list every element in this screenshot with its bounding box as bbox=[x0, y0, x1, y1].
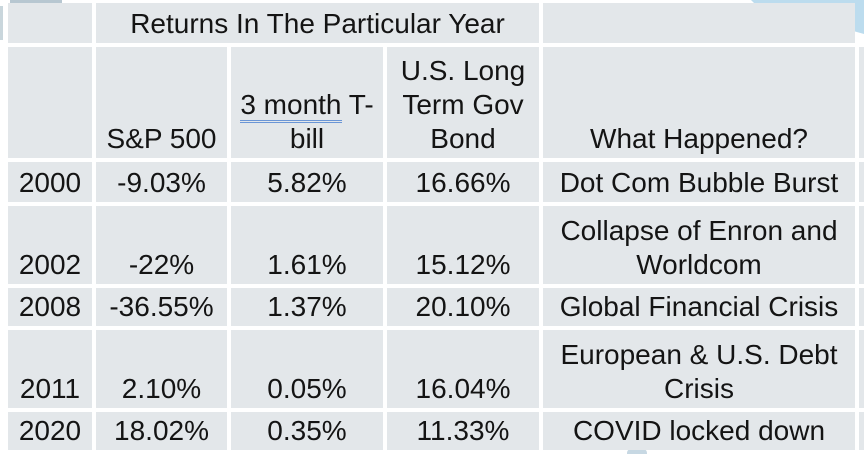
cell-tbill: 0.35% bbox=[231, 412, 383, 450]
cell-event: COVID locked down bbox=[543, 412, 855, 450]
cell-cutoff bbox=[859, 206, 864, 284]
cell-sp500: -9.03% bbox=[96, 162, 227, 202]
header-tbill: 3 month T-bill bbox=[231, 47, 383, 158]
cell-sp500: -22% bbox=[96, 206, 227, 284]
cell-blank-top-right bbox=[543, 3, 855, 43]
cell-year: 2008 bbox=[8, 288, 92, 326]
decor-top-left-strip bbox=[10, 0, 62, 3]
cell-cutoff-header bbox=[859, 47, 864, 158]
cell-year: 2002 bbox=[8, 206, 92, 284]
returns-table: Returns In The Particular Year S&P 500 3… bbox=[8, 3, 864, 450]
cell-year: 2011 bbox=[8, 330, 92, 408]
cell-bond: 20.10% bbox=[387, 288, 539, 326]
cell-cutoff bbox=[859, 330, 864, 408]
cell-event: European & U.S. Debt Crisis bbox=[543, 330, 855, 408]
cell-event: Dot Com Bubble Burst bbox=[543, 162, 855, 202]
cell-year: 2000 bbox=[8, 162, 92, 202]
header-tbill-rest: T-bill bbox=[289, 89, 374, 154]
cell-bond: 15.12% bbox=[387, 206, 539, 284]
cell-tbill: 1.61% bbox=[231, 206, 383, 284]
cell-cutoff bbox=[859, 288, 864, 326]
cell-bond: 11.33% bbox=[387, 412, 539, 450]
cell-sp500: -36.55% bbox=[96, 288, 227, 326]
cell-event: Collapse of Enron and Worldcom bbox=[543, 206, 855, 284]
cell-blank-top-left bbox=[8, 3, 92, 43]
header-year bbox=[8, 47, 92, 158]
cell-sp500: 2.10% bbox=[96, 330, 227, 408]
cell-bond: 16.66% bbox=[387, 162, 539, 202]
cell-year: 2020 bbox=[8, 412, 92, 450]
header-sp500: S&P 500 bbox=[96, 47, 227, 158]
decor-left-edge-strip bbox=[0, 6, 3, 40]
header-bond: U.S. Long Term Gov Bond bbox=[387, 47, 539, 158]
grammar-underline-text: 3 month bbox=[240, 89, 342, 123]
cell-sp500: 18.02% bbox=[96, 412, 227, 450]
cell-cutoff bbox=[859, 162, 864, 202]
cell-cutoff bbox=[859, 412, 864, 450]
cell-cutoff-top bbox=[859, 3, 864, 43]
decor-bottom-tab bbox=[627, 449, 647, 454]
cell-tbill: 1.37% bbox=[231, 288, 383, 326]
cell-tbill: 5.82% bbox=[231, 162, 383, 202]
header-what-happened: What Happened? bbox=[543, 47, 855, 158]
table-title: Returns In The Particular Year bbox=[96, 3, 539, 43]
cell-tbill: 0.05% bbox=[231, 330, 383, 408]
cell-event: Global Financial Crisis bbox=[543, 288, 855, 326]
cell-bond: 16.04% bbox=[387, 330, 539, 408]
